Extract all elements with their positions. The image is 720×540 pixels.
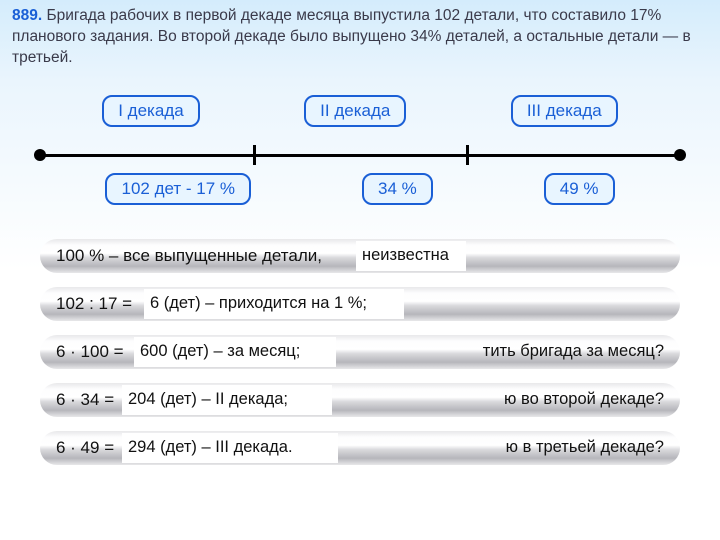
problem-body: Бригада рабочих в первой декаде месяца в… xyxy=(12,7,691,66)
step-tail: ю во второй декаде? xyxy=(504,383,664,417)
value-label: 34 % xyxy=(362,173,433,205)
timeline-bottom-labels: 102 дет - 17 % 34 % 49 % xyxy=(0,173,720,205)
step-lhs: 100 % – все выпущенные детали, xyxy=(56,246,322,266)
value-label: 49 % xyxy=(544,173,615,205)
number-line xyxy=(40,145,680,165)
endpoint-dot xyxy=(34,149,46,161)
step-lhs: 102 : 17 = xyxy=(56,294,132,314)
step-row: 102 : 17 = 6 (дет) – приходится на 1 %; xyxy=(40,287,680,321)
step-result-overlay: 6 (дет) – приходится на 1 %; xyxy=(144,289,404,319)
step-result-overlay: 204 (дет) – II декада; xyxy=(122,385,332,415)
step-result-overlay: неизвестна xyxy=(356,241,466,271)
period-label: III декада xyxy=(511,95,618,127)
timeline-diagram: I декада II декада III декада 102 дет - … xyxy=(0,95,720,215)
problem-number: 889. xyxy=(12,7,42,24)
value-label: 102 дет - 17 % xyxy=(105,173,251,205)
endpoint-dot xyxy=(674,149,686,161)
solution-steps: 100 % – все выпущенные детали, неизвестн… xyxy=(0,215,720,465)
period-label: II декада xyxy=(304,95,406,127)
step-row: 6 · 49 = 294 (дет) – III декада. ю в тре… xyxy=(40,431,680,465)
step-row: 6 · 100 = 600 (дет) – за месяц; тить бри… xyxy=(40,335,680,369)
step-row: 100 % – все выпущенные детали, неизвестн… xyxy=(40,239,680,273)
step-lhs: 6 · 34 = xyxy=(56,390,114,410)
line-segment xyxy=(40,154,680,157)
tick-mark xyxy=(466,145,469,165)
step-result-overlay: 600 (дет) – за месяц; xyxy=(134,337,336,367)
problem-statement: 889. Бригада рабочих в первой декаде мес… xyxy=(0,0,720,75)
period-label: I декада xyxy=(102,95,199,127)
step-result-overlay: 294 (дет) – III декада. xyxy=(122,433,338,463)
tick-mark xyxy=(253,145,256,165)
timeline-top-labels: I декада II декада III декада xyxy=(0,95,720,127)
step-lhs: 6 · 49 = xyxy=(56,438,114,458)
step-tail: ю в третьей декаде? xyxy=(506,431,664,465)
step-tail: тить бригада за месяц? xyxy=(483,335,664,369)
step-lhs: 6 · 100 = xyxy=(56,342,124,362)
step-row: 6 · 34 = 204 (дет) – II декада; ю во вто… xyxy=(40,383,680,417)
